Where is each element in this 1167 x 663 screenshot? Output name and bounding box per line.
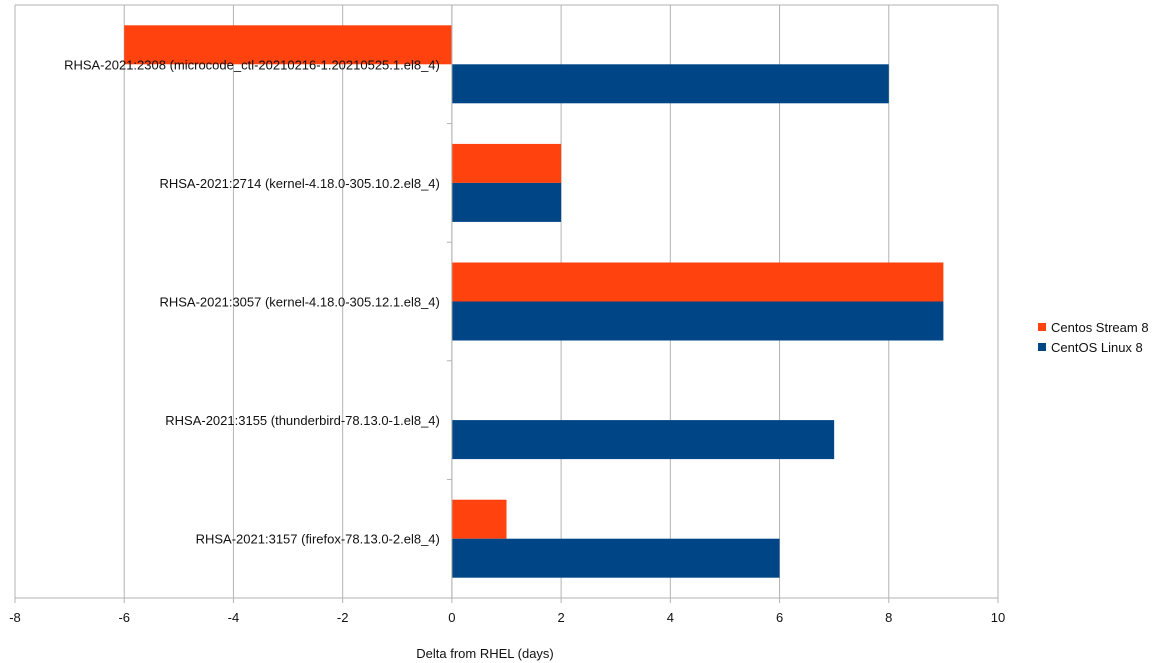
category-label: RHSA-2021:3157 (firefox-78.13.0-2.el8_4) bbox=[196, 532, 440, 547]
category-label: RHSA-2021:3057 (kernel-4.18.0-305.12.1.e… bbox=[159, 295, 439, 310]
bar bbox=[451, 64, 889, 104]
x-tick-label: -8 bbox=[9, 610, 21, 625]
category-label: RHSA-2021:3155 (thunderbird-78.13.0-1.el… bbox=[165, 413, 440, 428]
category-labels: RHSA-2021:2308 (microcode_ctl-20210216-1… bbox=[64, 57, 440, 546]
bar bbox=[451, 301, 944, 341]
x-axis-title: Delta from RHEL (days) bbox=[416, 646, 554, 661]
x-tick-label: -2 bbox=[337, 610, 349, 625]
axes bbox=[14, 4, 999, 603]
category-label: RHSA-2021:2714 (kernel-4.18.0-305.10.2.e… bbox=[159, 176, 439, 191]
x-tick-label: 4 bbox=[667, 610, 674, 625]
bar bbox=[451, 143, 562, 183]
bar bbox=[124, 25, 452, 65]
legend: Centos Stream 8 CentOS Linux 8 bbox=[1038, 320, 1149, 355]
x-tick-label: 2 bbox=[557, 610, 564, 625]
bar bbox=[451, 182, 562, 222]
legend-swatch bbox=[1038, 343, 1046, 351]
legend-swatch bbox=[1038, 323, 1046, 331]
x-tick-label: 10 bbox=[991, 610, 1005, 625]
category-label: RHSA-2021:2308 (microcode_ctl-20210216-1… bbox=[64, 57, 440, 72]
x-tick-label: 6 bbox=[776, 610, 783, 625]
x-tick-label: 8 bbox=[885, 610, 892, 625]
bar bbox=[451, 420, 835, 460]
legend-label: Centos Stream 8 bbox=[1051, 320, 1149, 335]
bar bbox=[451, 262, 944, 302]
bars bbox=[124, 25, 944, 578]
x-tick-labels: -8 -6 -4 -2 0 2 4 6 8 10 bbox=[9, 610, 1005, 625]
bar bbox=[451, 538, 780, 578]
bar bbox=[451, 499, 507, 539]
legend-label: CentOS Linux 8 bbox=[1051, 340, 1143, 355]
x-tick-label: -4 bbox=[228, 610, 240, 625]
x-tick-label: 0 bbox=[448, 610, 455, 625]
x-tick-label: -6 bbox=[118, 610, 130, 625]
